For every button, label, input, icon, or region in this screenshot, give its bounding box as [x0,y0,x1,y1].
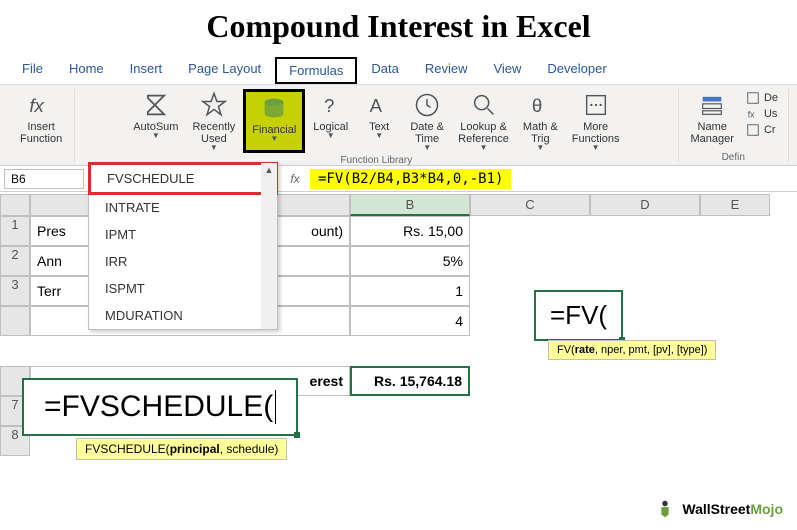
row-header-2[interactable]: 2 [0,246,30,276]
fv-formula-text: =FV( [550,300,607,330]
clock-icon [413,91,441,119]
fx-icon: fx [27,91,55,119]
svg-text:A: A [370,95,383,116]
tab-file[interactable]: File [10,57,55,84]
tab-developer[interactable]: Developer [535,57,618,84]
tab-data[interactable]: Data [359,57,410,84]
col-header-e[interactable]: E [700,194,770,216]
svg-text:θ: θ [532,95,542,116]
defined-names-label: Defin [722,150,745,163]
dropdown-item-mduration[interactable]: MDURATION [89,302,277,329]
row-header-1[interactable]: 1 [0,216,30,246]
recently-used-button[interactable]: RecentlyUsed▼ [186,89,241,153]
tab-review[interactable]: Review [413,57,480,84]
datetime-button[interactable]: Date &Time▼ [404,89,450,153]
fv-tooltip: FV(rate, nper, pmt, [pv], [type]) [548,340,716,360]
name-manager-label: NameManager [691,121,734,145]
ribbon-tabs: File Home Insert Page Layout Formulas Da… [0,55,797,84]
dropdown-item-ipmt[interactable]: IPMT [89,221,277,248]
col-header-d[interactable]: D [590,194,700,216]
define-name-button[interactable]: De [746,91,778,105]
financial-icon [260,94,288,122]
cell-b4[interactable]: 4 [350,306,470,336]
more-icon [582,91,610,119]
more-functions-button[interactable]: MoreFunctions▼ [566,89,626,153]
text-button[interactable]: A Text▼ [356,89,402,153]
tab-pagelayout[interactable]: Page Layout [176,57,273,84]
dropdown-item-irr[interactable]: IRR [89,248,277,275]
create-from-selection-button[interactable]: Cr [746,123,778,137]
name-box[interactable]: B6 [4,169,84,189]
cell-c1[interactable] [470,216,590,246]
cell-b1[interactable]: Rs. 15,00 [350,216,470,246]
cell-b6[interactable]: Rs. 15,764.18 [350,366,470,396]
row-header-3[interactable]: 3 [0,276,30,306]
insert-function-label: InsertFunction [20,121,62,145]
use-in-formula-button[interactable]: fxUs [746,107,778,121]
page-title: Compound Interest in Excel [0,0,797,55]
financial-dropdown: FVSCHEDULE INTRATE IPMT IRR ISPMT MDURAT… [88,162,278,330]
col-header-b[interactable]: B [350,194,470,216]
ribbon-body: fx InsertFunction AutoSum▼ RecentlyUsed▼… [0,84,797,166]
tab-view[interactable]: View [481,57,533,84]
lookup-label: Lookup &Reference [458,121,509,145]
dropdown-item-fvschedule[interactable]: FVSCHEDULE [88,162,278,195]
cell-b2[interactable]: 5% [350,246,470,276]
tab-formulas[interactable]: Formulas [275,57,357,84]
dropdown-item-ispmt[interactable]: ISPMT [89,275,277,302]
theta-icon: θ [526,91,554,119]
sigma-icon [142,91,170,119]
svg-text:fx: fx [29,95,44,116]
cell-b3[interactable]: 1 [350,276,470,306]
dropdown-scrollbar[interactable]: ▲ [261,163,277,329]
star-icon [200,91,228,119]
mathtrig-label: Math &Trig [523,121,558,145]
recently-label: RecentlyUsed [192,121,235,145]
fvschedule-formula-box[interactable]: =FVSCHEDULE( [22,378,298,436]
lookup-icon [470,91,498,119]
financial-button[interactable]: Financial▼ [243,89,305,153]
text-icon: A [365,91,393,119]
fv-formula-box[interactable]: =FV( [534,290,623,341]
tab-home[interactable]: Home [57,57,116,84]
fvschedule-formula-text: =FVSCHEDULE( [44,390,273,424]
fx-button[interactable]: fx [284,172,306,186]
corner-cell[interactable] [0,194,30,216]
tab-insert[interactable]: Insert [118,57,175,84]
svg-text:fx: fx [748,110,755,120]
watermark: WallStreetMojo [654,498,783,520]
row-header-4[interactable]: 4 [0,306,30,336]
defined-names-stack: De fxUs Cr [742,89,782,150]
wallstreetmojo-icon [654,498,676,520]
col-header-c[interactable]: C [470,194,590,216]
lookup-button[interactable]: Lookup &Reference▼ [452,89,515,153]
logical-icon: ? [317,91,345,119]
logical-button[interactable]: ? Logical▼ [307,89,354,153]
insert-function-button[interactable]: fx InsertFunction [14,89,68,163]
svg-text:?: ? [324,95,334,116]
fvschedule-tooltip: FVSCHEDULE(principal, schedule) [76,438,287,460]
function-library-label: Function Library [341,153,413,166]
name-manager-icon [698,91,726,119]
name-manager-button[interactable]: NameManager [685,89,740,150]
autosum-button[interactable]: AutoSum▼ [127,89,184,153]
dropdown-item-intrate[interactable]: INTRATE [89,194,277,221]
mathtrig-button[interactable]: θ Math &Trig▼ [517,89,564,153]
formula-bar-content: =FV(B2/B4,B3*B4,0,-B1) [310,169,511,189]
formula-bar[interactable]: =FV(B2/B4,B3*B4,0,-B1) [310,170,511,188]
datetime-label: Date &Time [410,121,444,145]
more-label: MoreFunctions [572,121,620,145]
